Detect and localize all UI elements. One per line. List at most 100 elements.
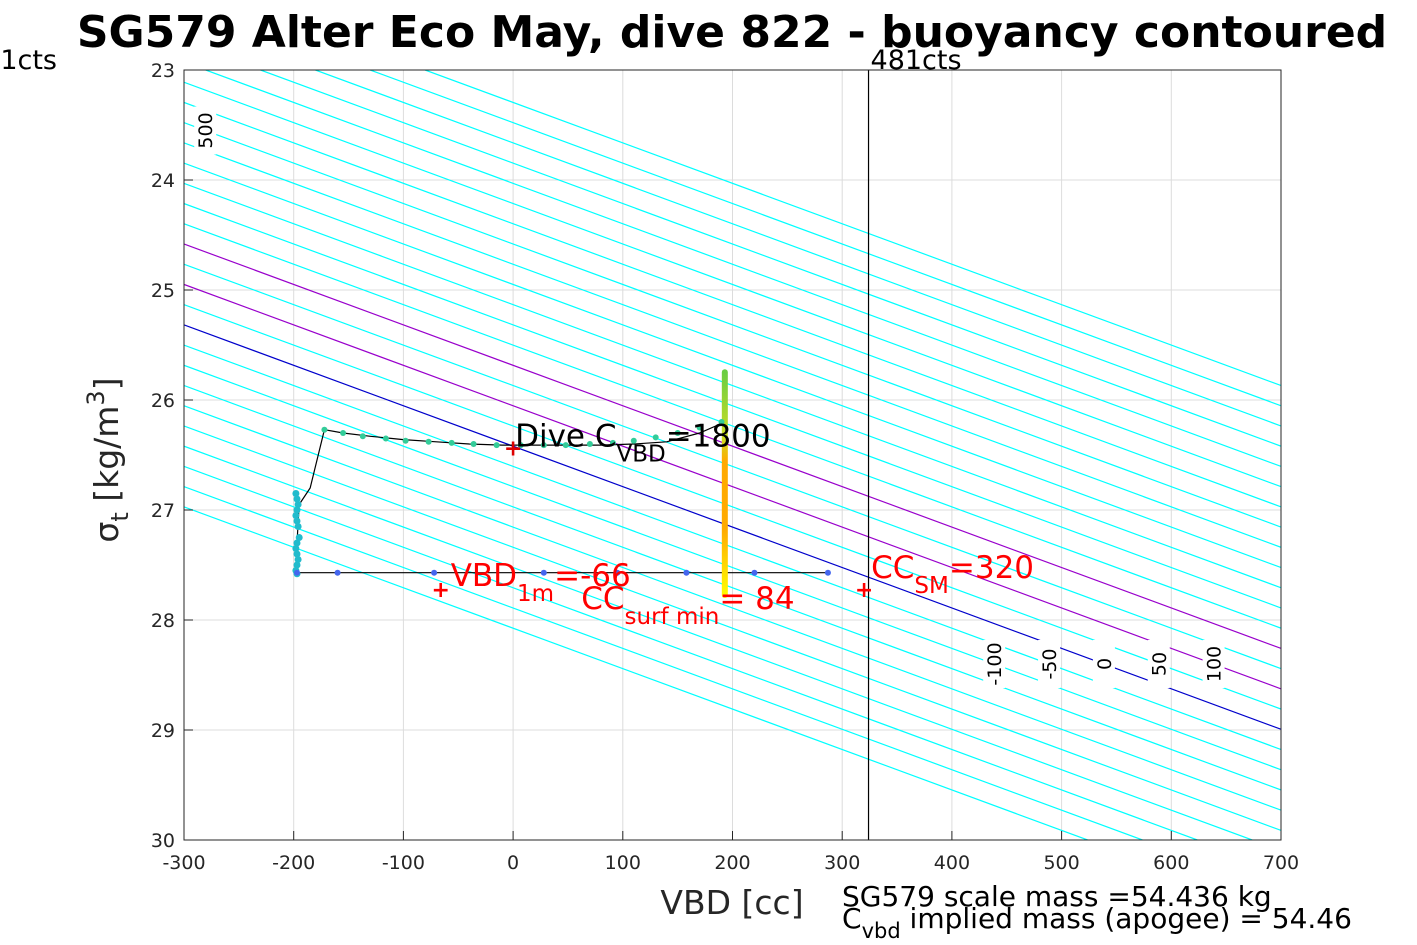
annotation-cc_sm: CCSM=320 <box>871 550 1034 599</box>
x-tick-label: -200 <box>272 852 315 874</box>
y-tick-label: 27 <box>151 500 175 522</box>
contour-line <box>424 70 1281 387</box>
surface-point <box>293 569 300 576</box>
annotation-tail: =1800 <box>666 418 771 454</box>
implied-mass-sub: vbd <box>862 919 901 943</box>
apogee-point <box>292 490 300 497</box>
contour-line <box>184 101 1281 508</box>
y-axis-label-sup: 3 <box>82 390 110 405</box>
contour-label: 100 <box>1204 646 1226 682</box>
apogee-point <box>292 512 300 519</box>
apogee-point <box>295 534 303 541</box>
descent-point <box>540 442 547 449</box>
contour-line <box>184 182 1281 589</box>
descent-point <box>402 437 409 444</box>
contour-line <box>184 81 1281 488</box>
annotation-main: Dive C <box>515 418 616 454</box>
contour-line <box>184 283 1281 690</box>
buoyancy-contours <box>184 70 1281 840</box>
y-tick-label: 23 <box>151 60 175 82</box>
descent-point <box>517 442 524 449</box>
annotation-marker: + <box>431 578 449 603</box>
descent-point <box>382 435 389 442</box>
contour-line <box>315 70 1281 427</box>
vbd-limit-label: 481cts <box>871 45 962 76</box>
annotation-cc_surf_min: CCsurf min= 84 <box>581 581 794 630</box>
y-tick-label: 28 <box>151 610 175 632</box>
chart-title: SG579 Alter Eco May, dive 822 - buoyancy… <box>77 7 1387 58</box>
contour-label-bg <box>983 639 1006 689</box>
annotation-marker: + <box>504 436 522 461</box>
apogee-point <box>293 550 301 558</box>
contour-line <box>184 304 1281 710</box>
contour-label-bg <box>1147 639 1170 689</box>
y-tick-label: 30 <box>151 830 175 852</box>
x-tick-label: 100 <box>605 852 641 874</box>
descent-point <box>359 433 366 440</box>
contour-label-bg <box>1092 639 1115 689</box>
contour-label-bg <box>1202 639 1225 689</box>
x-tick-label: -300 <box>162 852 205 874</box>
surface-point <box>614 569 621 576</box>
contour-label-bg <box>194 106 217 155</box>
annotation-tail: = 84 <box>719 581 794 617</box>
contour-line <box>184 223 1281 629</box>
implied-mass-main: C <box>842 902 862 935</box>
contour-label: 0 <box>1094 658 1116 670</box>
contour-label: -50 <box>1039 648 1061 679</box>
apogee-point <box>292 545 300 552</box>
annotation-tail: =320 <box>949 550 1034 586</box>
y-axis-label-close: ] <box>87 377 126 390</box>
y-tick-label: 25 <box>151 280 175 302</box>
dive-track-line <box>296 421 828 574</box>
contour-label: 50 <box>1149 652 1171 676</box>
descent-point <box>696 424 703 431</box>
x-tick-label: -100 <box>382 852 425 874</box>
surface-point <box>540 569 547 576</box>
x-tick-label: 0 <box>507 852 519 874</box>
descent-point <box>448 439 455 446</box>
descent-point <box>425 438 432 445</box>
dive-track <box>296 421 828 574</box>
y-axis-label: σt [kg/m3] <box>82 377 134 542</box>
contour-line <box>184 324 1281 730</box>
descent-point <box>340 430 347 436</box>
y-tick-label: 26 <box>151 390 175 412</box>
surface-point <box>751 569 758 576</box>
surface-point <box>431 569 438 576</box>
contour-line <box>184 364 1281 771</box>
contour-line <box>184 384 1281 791</box>
x-tick-label: 400 <box>934 852 970 874</box>
contour-line <box>184 405 1281 811</box>
contour-label-bg <box>1038 639 1061 689</box>
vbd-limit-lines: 1cts 481cts <box>0 45 962 840</box>
y-axis-label-sigma: σ <box>87 522 126 543</box>
annotation-dive_cvbd: Dive CVBD=1800 <box>515 418 771 467</box>
y-axis-label-units: [kg/m <box>87 406 126 513</box>
contour-labels: 500 -100 -50 0 50 100 <box>194 106 1226 689</box>
y-tick-label: 24 <box>151 170 175 192</box>
dive-points <box>292 369 831 598</box>
apogee-point <box>294 523 302 530</box>
descent-point <box>586 441 593 447</box>
descent-point <box>652 434 659 441</box>
contour-line <box>184 486 1143 840</box>
annotation-tail: =-66 <box>554 558 631 594</box>
contour-line <box>184 506 1088 840</box>
contour-label: -100 <box>984 642 1006 685</box>
annotation-sub: 1m <box>517 581 554 607</box>
x-tick-label: 600 <box>1153 852 1189 874</box>
descent-point <box>718 419 725 425</box>
descent-point <box>562 442 569 449</box>
descent-point <box>493 442 500 449</box>
x-tick-label: 700 <box>1263 852 1299 874</box>
contour-line <box>184 344 1281 751</box>
contour-line <box>184 122 1281 528</box>
annotation-main: CC <box>581 581 624 617</box>
implied-mass-tail: implied mass (apogee) = 54.46 <box>901 902 1352 935</box>
contour-line <box>370 70 1281 407</box>
surface-point <box>334 569 341 576</box>
contour-line <box>184 142 1281 548</box>
annotation-marker: + <box>855 578 873 603</box>
